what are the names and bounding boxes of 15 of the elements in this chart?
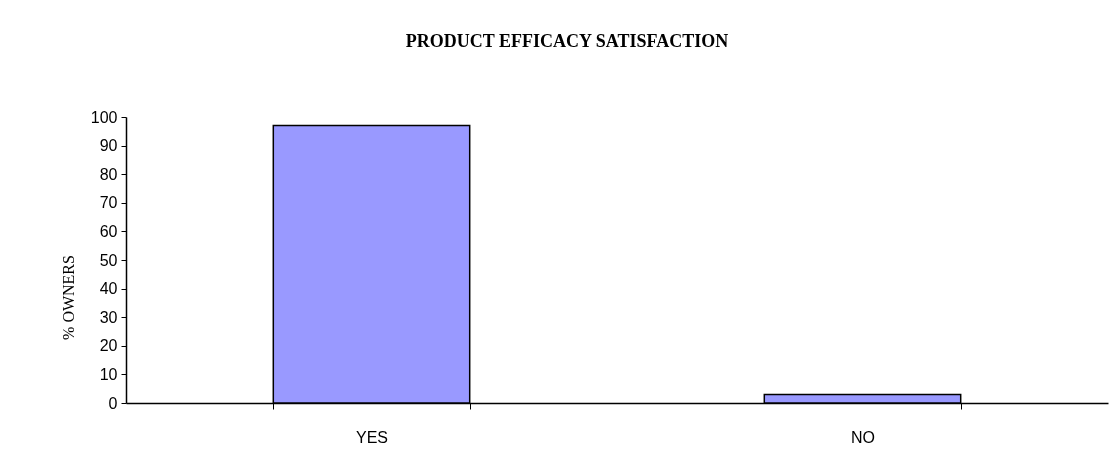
x-tick-label: YES xyxy=(355,428,389,446)
chart-title: PRODUCT EFFICACY SATISFACTION xyxy=(405,31,729,51)
y-tick-label: 70 xyxy=(99,194,118,212)
y-tick-label: 80 xyxy=(99,165,118,183)
y-tick-label: 0 xyxy=(108,394,118,412)
y-tick-label: 50 xyxy=(99,251,118,269)
y-tick-label: 10 xyxy=(99,365,118,383)
y-tick-label: 90 xyxy=(99,137,118,155)
y-tick-label: 20 xyxy=(99,337,118,355)
y-tick-label: 100 xyxy=(90,108,118,126)
x-tick-label: NO xyxy=(851,428,875,446)
y-tick-label: 40 xyxy=(99,280,118,298)
y-tick-label: 30 xyxy=(99,308,118,326)
y-axis-title: % OWNERS xyxy=(59,255,77,340)
y-tick-label: 60 xyxy=(99,222,118,240)
